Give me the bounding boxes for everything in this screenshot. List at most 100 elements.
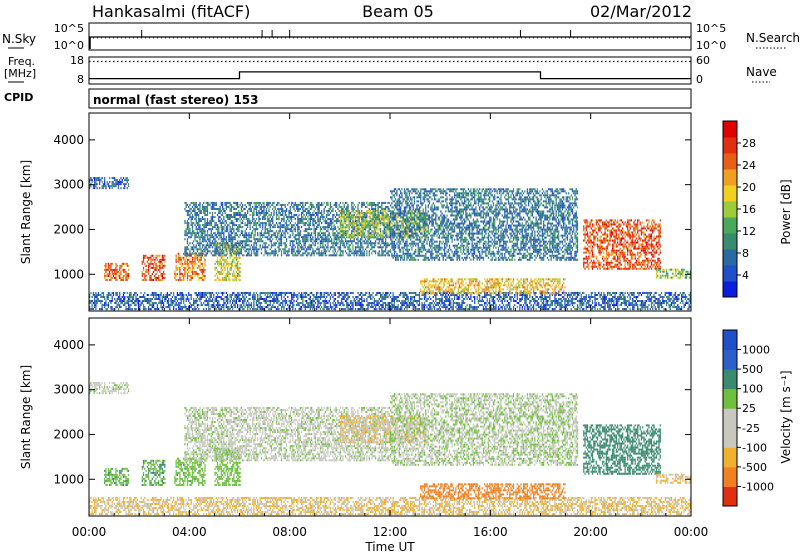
noise-right-tick-top: 10^5 xyxy=(696,22,726,35)
power-region-0 xyxy=(89,291,691,311)
power-ytick-label-0: 1000 xyxy=(53,267,84,281)
power-ylabel: Slant Range [km] xyxy=(19,160,33,264)
noise-spikes xyxy=(89,30,572,49)
velocity-cbar-label-4: -25 xyxy=(742,422,760,435)
noise-left-tick-bottom: 10^0 xyxy=(54,39,84,52)
velocity-cbar-cell-2 xyxy=(723,447,737,468)
cpid-label: CPID xyxy=(4,91,33,104)
power-colorbar-label: Power [dB] xyxy=(779,179,793,244)
velocity-region-9 xyxy=(420,483,566,500)
velocity-cbar-cell-4 xyxy=(723,408,737,429)
freq-panel xyxy=(88,56,692,85)
power-region-10 xyxy=(583,219,661,270)
velocity-ylabel: Slant Range [km] xyxy=(19,365,33,469)
velocity-cbar-cell-7 xyxy=(723,349,737,370)
power-region-3 xyxy=(141,254,166,281)
power-cbar-cell-0 xyxy=(723,281,737,298)
velocity-cbar-label-0: 1000 xyxy=(742,344,770,357)
power-cbar-label-3: 16 xyxy=(742,203,756,216)
power-cbar-cell-8 xyxy=(723,153,737,170)
time-x-axis: 00:00 04:00 08:00 12:00 16:00 20:00 00:00 xyxy=(72,113,709,539)
velocity-region-11 xyxy=(655,473,691,484)
power-cbar-label-1: 24 xyxy=(742,159,756,172)
noise-right-tick-bottom: 10^0 xyxy=(696,39,726,52)
power-cbar-cell-2 xyxy=(723,249,737,266)
noise-right-label: N.Search xyxy=(746,31,800,45)
beam-title: Beam 05 xyxy=(362,2,434,21)
x-tick-label-3: 12:00 xyxy=(373,525,408,539)
velocity-ytick-label-3: 4000 xyxy=(53,338,84,352)
velocity-region-5 xyxy=(214,447,241,486)
power-y-axis: 1000 2000 3000 4000 xyxy=(53,133,691,281)
power-cbar-label-2: 20 xyxy=(742,181,756,194)
power-cbar-cell-6 xyxy=(723,185,737,202)
velocity-ytick-label-2: 3000 xyxy=(53,383,84,397)
nave-label: Nave xyxy=(746,65,777,79)
frequency-step-line xyxy=(89,71,691,80)
noise-left-label: N.Sky xyxy=(2,32,36,46)
station-title: Hankasalmi (fitACF) xyxy=(92,2,250,21)
power-cbar-cell-5 xyxy=(723,201,737,218)
velocity-ytick-label-1: 2000 xyxy=(53,427,84,441)
velocity-region-3 xyxy=(141,459,166,486)
velocity-scatter xyxy=(89,382,691,516)
freq-left-tick-top: 18 xyxy=(70,54,84,67)
x-tick-label-6: 00:00 xyxy=(674,525,709,539)
velocity-cbar-label-1: 500 xyxy=(742,363,763,376)
power-region-9 xyxy=(420,278,566,295)
x-tick-label-2: 08:00 xyxy=(272,525,307,539)
power-scatter xyxy=(89,177,691,311)
power-ytick-label-2: 3000 xyxy=(53,178,84,192)
velocity-colorbar-label: Velocity [m s⁻¹] xyxy=(779,370,793,463)
power-cbar-cell-1 xyxy=(723,265,737,282)
power-cbar-label-5: 8 xyxy=(742,247,749,260)
power-cbar-cell-10 xyxy=(723,121,737,138)
velocity-cbar-cell-0 xyxy=(723,486,737,507)
power-ytick-label-3: 4000 xyxy=(53,133,84,147)
power-cbar-label-6: 4 xyxy=(742,269,749,282)
velocity-region-2 xyxy=(104,467,130,486)
power-cbar-cell-7 xyxy=(723,169,737,186)
cpid-panel xyxy=(88,88,692,109)
x-tick-label-4: 16:00 xyxy=(473,525,508,539)
power-cbar-cell-9 xyxy=(723,137,737,154)
velocity-cbar-cell-1 xyxy=(723,466,737,487)
velocity-colorbar: 1000 500 100 25 -25 -100 -500 -1000 xyxy=(722,329,774,507)
velocity-region-0 xyxy=(89,496,691,516)
freq-right-tick-top: 60 xyxy=(696,54,710,67)
velocity-cbar-frame xyxy=(722,329,738,507)
power-region-4 xyxy=(174,252,206,281)
x-tick-label-1: 04:00 xyxy=(172,525,207,539)
freq-left-tick-bottom: 8 xyxy=(77,73,84,86)
velocity-y-axis: 1000 2000 3000 4000 xyxy=(53,338,691,486)
power-region-1 xyxy=(89,177,130,190)
noise-left-tick-top: 10^5 xyxy=(54,22,84,35)
velocity-ytick-label-0: 1000 xyxy=(53,472,84,486)
velocity-cbar-label-6: -500 xyxy=(742,461,767,474)
x-tick-label-0: 00:00 xyxy=(72,525,107,539)
velocity-cbar-cell-5 xyxy=(723,388,737,409)
velocity-region-10 xyxy=(583,424,661,475)
velocity-cbar-label-7: -1000 xyxy=(742,480,774,493)
velocity-cbar-label-2: 100 xyxy=(742,383,763,396)
velocity-region-4 xyxy=(174,457,206,486)
velocity-cbar-label-3: 25 xyxy=(742,402,756,415)
power-cbar-label-0: 28 xyxy=(742,137,756,150)
x-tick-label-5: 20:00 xyxy=(573,525,608,539)
power-cbar-label-4: 12 xyxy=(742,225,756,238)
velocity-region-6 xyxy=(184,406,390,462)
velocity-region-1 xyxy=(89,382,130,395)
power-region-11 xyxy=(655,268,691,279)
velocity-region-8 xyxy=(390,393,579,466)
freq-label-1: Freq. xyxy=(8,55,35,68)
velocity-cbar-cell-8 xyxy=(723,330,737,351)
freq-right-tick-bottom: 0 xyxy=(696,73,703,86)
power-cbar-cell-3 xyxy=(723,233,737,250)
velocity-cbar-label-5: -100 xyxy=(742,441,767,454)
date-title: 02/Mar/2012 xyxy=(590,2,692,21)
velocity-cbar-cell-3 xyxy=(723,427,737,448)
freq-label-2: [MHz] xyxy=(4,67,36,80)
power-cbar-cell-4 xyxy=(723,217,737,234)
velocity-cbar-cell-6 xyxy=(723,369,737,390)
